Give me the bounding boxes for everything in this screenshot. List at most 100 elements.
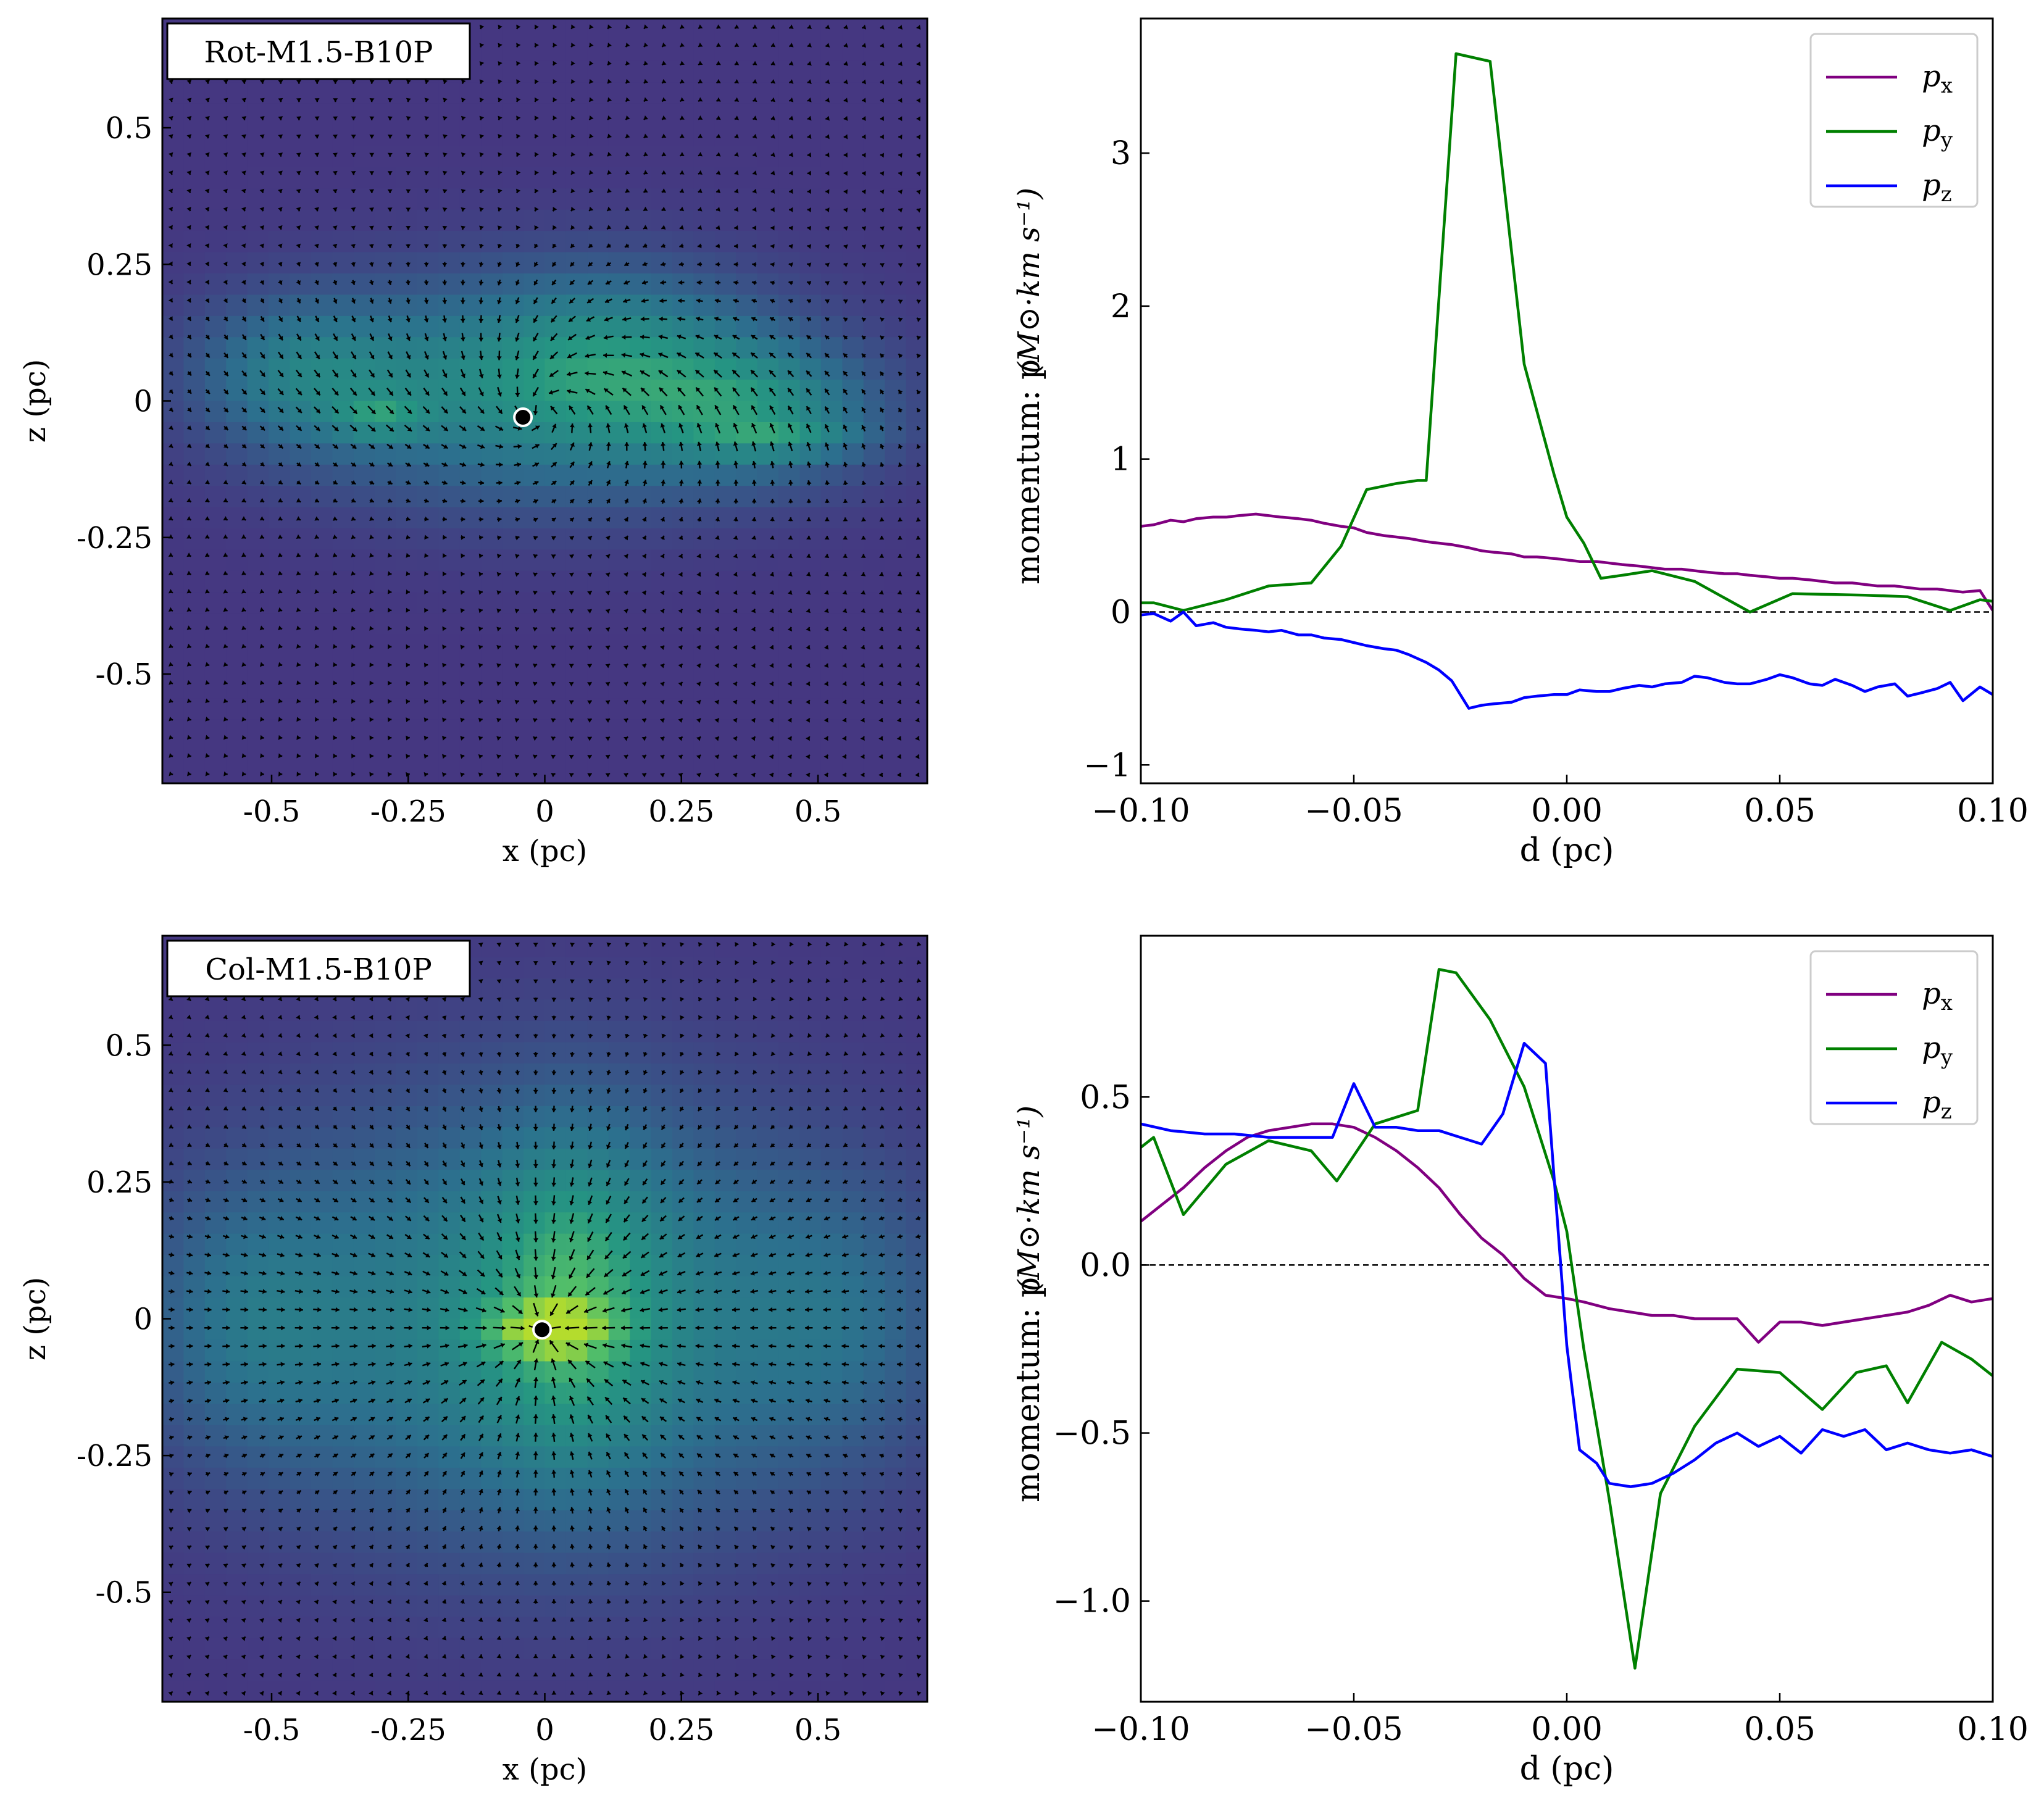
velocity-arrowhead [242,354,247,359]
velocity-arrowhead [533,299,538,304]
velocity-arrowhead [697,480,703,484]
density-cell [885,592,907,614]
velocity-arrowhead [515,535,520,541]
density-cell [353,656,376,678]
density-cell [565,698,588,720]
velocity-arrowhead [223,570,228,575]
velocity-arrowhead [862,152,866,158]
velocity-arrowhead [351,280,356,285]
velocity-arrowhead [806,590,811,595]
density-cell [247,592,270,614]
velocity-arrowhead [677,316,682,322]
velocity-arrowhead [424,644,428,649]
velocity-arrowhead [569,609,574,614]
top-left-x-axis-label: x (pc) [503,834,587,868]
velocity-arrowhead [517,462,521,467]
velocity-arrowhead [752,262,756,267]
velocity-arrowhead [498,43,503,48]
velocity-arrowhead [753,170,757,175]
velocity-arrowhead [168,498,173,502]
density-cell [375,677,397,699]
velocity-arrowhead [186,280,191,285]
density-cell [693,486,715,508]
density-cell [651,613,673,636]
density-cell [183,549,206,572]
velocity-arrowhead [442,336,448,341]
velocity-arrowhead [223,280,228,285]
velocity-arrowhead [842,572,848,577]
velocity-arrowhead [643,60,649,65]
velocity-arrowhead [825,388,829,393]
top-left-ticks: -0.5 -0.25 0 0.25 0.50.50.250-0.25-0.5 [77,111,841,829]
velocity-arrowhead [315,753,319,759]
velocity-arrowhead [406,98,411,102]
velocity-arrowhead [351,116,356,120]
velocity-arrowhead [603,335,608,340]
velocity-arrowhead [514,627,519,632]
density-cell [714,231,737,253]
density-cell [183,1233,206,1256]
velocity-arrowhead [480,462,485,467]
density-cell [226,167,248,189]
velocity-arrowhead [496,681,501,686]
velocity-arrowhead [169,389,173,394]
velocity-arrowhead [751,460,757,465]
velocity-arrowhead [843,499,848,504]
density-cell [778,401,801,423]
velocity-arrowhead [424,589,428,595]
density-cell [608,656,631,678]
velocity-arrowhead [296,625,301,631]
density-cell [524,82,546,104]
density-cell [820,167,843,189]
velocity-arrowhead [186,152,192,157]
density-cell [311,549,333,572]
density-cell [353,146,376,168]
density-cell [778,252,801,274]
density-cell [820,273,843,296]
velocity-arrowhead [406,626,410,631]
velocity-arrowhead [223,116,228,120]
velocity-arrowhead [570,480,575,485]
velocity-arrowhead [333,336,338,341]
velocity-arrowhead [715,517,720,522]
velocity-arrowhead [351,699,356,704]
velocity-arrowhead [915,609,920,613]
velocity-arrowhead [332,534,337,539]
velocity-arrowhead [423,207,429,212]
density-cell [459,635,482,657]
velocity-arrowhead [279,372,283,377]
velocity-arrowhead [351,480,356,485]
velocity-arrowhead [479,391,484,396]
density-cell [565,60,588,83]
density-cell [353,401,376,423]
velocity-arrowhead [589,188,594,193]
velocity-arrowhead [259,225,264,230]
density-cell [459,549,482,572]
density-cell [438,719,461,742]
density-cell [799,358,822,381]
density-cell [269,188,291,210]
velocity-arrowhead [296,116,301,120]
density-cell [736,146,758,168]
density-cell [842,40,864,62]
density-cell [672,528,695,551]
velocity-arrowhead [296,243,301,248]
density-cell [375,635,397,657]
density-cell [502,656,525,678]
velocity-arrowhead [751,736,756,741]
velocity-arrowhead [861,590,866,595]
velocity-arrowhead [880,244,885,249]
density-cell [799,103,822,126]
velocity-arrowhead [751,554,756,559]
density-cell [375,337,397,359]
velocity-arrowhead [333,317,338,322]
velocity-arrowhead [605,664,610,668]
velocity-arrowhead [351,662,356,667]
velocity-arrowhead [769,736,774,741]
velocity-arrowhead [387,207,393,212]
velocity-arrowhead [260,426,265,431]
density-cell [544,613,567,636]
density-cell [290,125,312,147]
velocity-arrowhead [186,480,191,484]
density-cell [247,146,270,168]
